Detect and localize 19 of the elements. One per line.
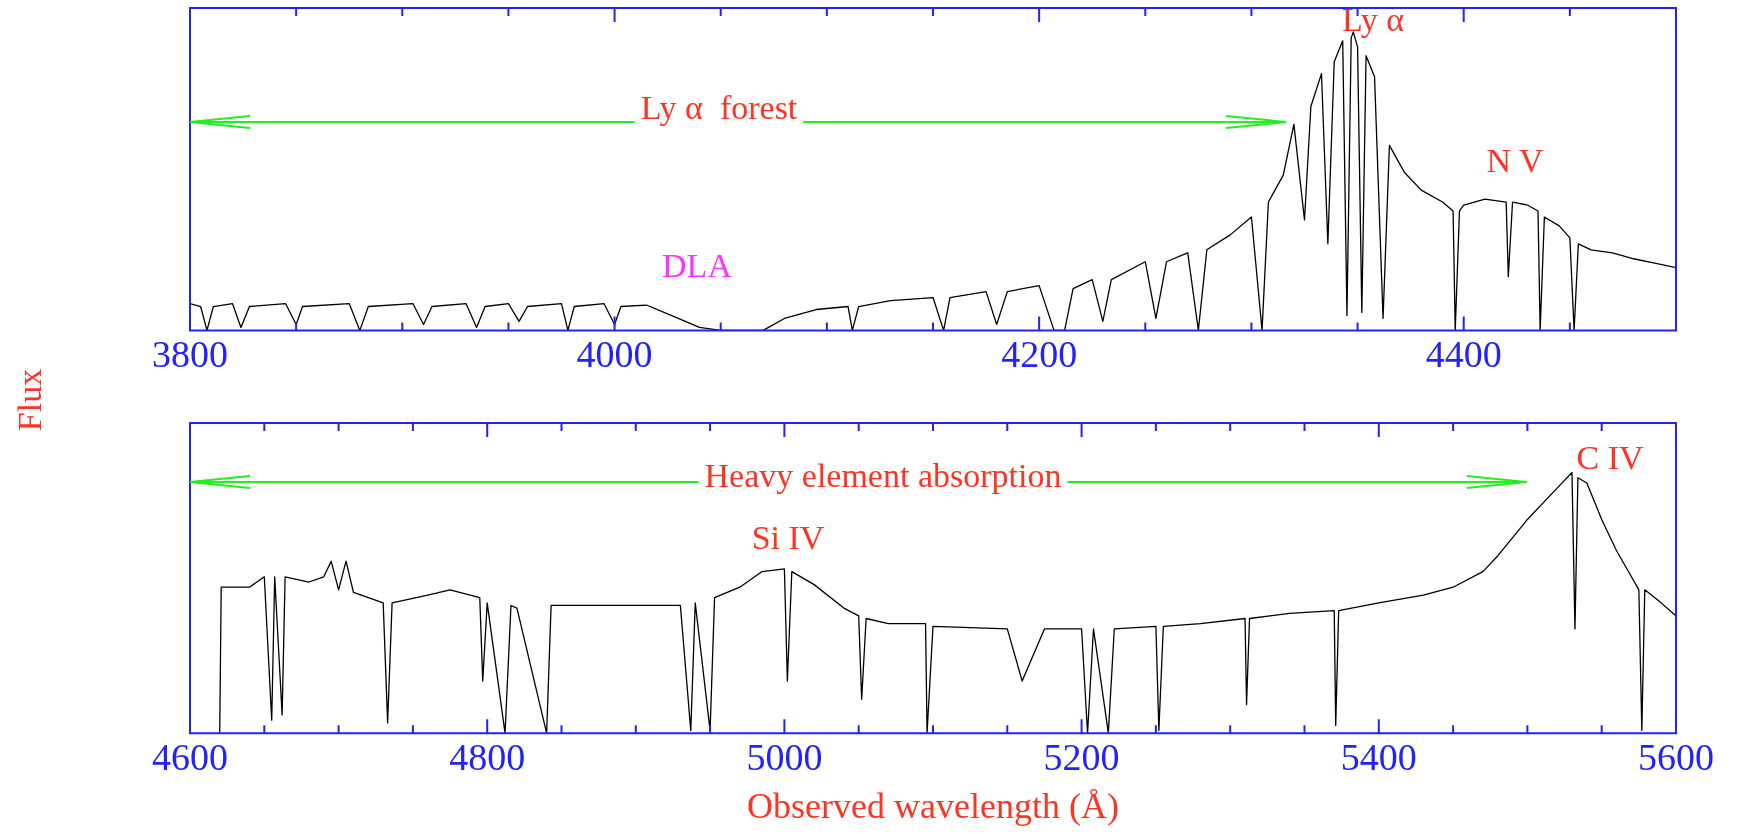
x-tick-label: 5200 <box>1043 735 1120 778</box>
x-tick-label: 5600 <box>1638 735 1714 778</box>
annotation: DLA <box>662 246 733 284</box>
x-tick-label: 4200 <box>1001 333 1078 376</box>
x-tick-label: 5400 <box>1340 735 1417 778</box>
x-tick-label: 4600 <box>152 735 228 778</box>
x-tick-label: 5000 <box>746 735 823 778</box>
x-tick-label: 4400 <box>1425 333 1502 376</box>
y-axis-title: Flux <box>11 368 49 432</box>
annotation: Heavy element absorption <box>704 456 1062 494</box>
x-tick-label: 4000 <box>576 333 653 376</box>
annotation: Ly α forest <box>640 88 798 126</box>
annotation: N V <box>1486 141 1544 179</box>
annotation: C IV <box>1576 438 1644 476</box>
annotation: Ly α <box>1341 0 1405 38</box>
x-axis-title: Observed wavelength (Å) <box>747 785 1119 826</box>
annotation: Si IV <box>751 518 825 556</box>
x-tick-label: 3800 <box>152 333 228 376</box>
x-tick-label: 4800 <box>449 735 526 778</box>
